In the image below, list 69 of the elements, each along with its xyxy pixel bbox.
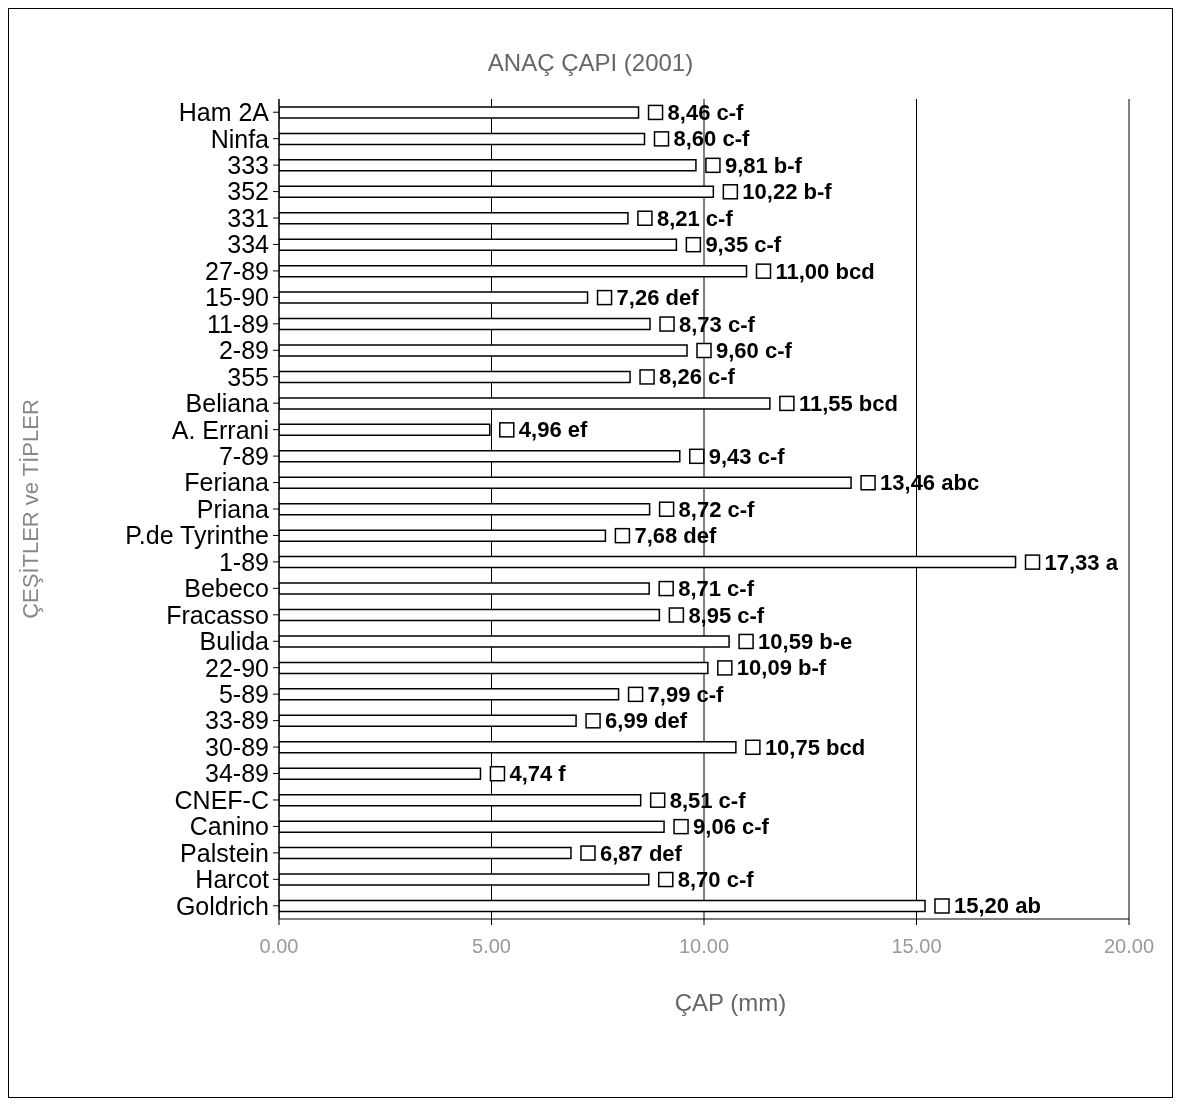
data-label: 8,72 c-f [678,496,756,522]
data-label: 9,60 c-f [716,338,793,363]
data-label: 8,73 c-f [679,311,756,337]
y-tick-label: 34-89 [205,759,269,788]
data-label: 8,46 c-f [667,99,745,125]
y-tick-label: CNEF-C [174,785,269,814]
y-tick-label: Canino [189,812,269,841]
y-tick-label: Harcot [195,865,270,894]
y-tick-label: Ninfa [210,124,270,153]
data-label: 7,99 c-f [647,681,725,707]
y-tick-label: Bulida [199,627,270,656]
data-label: 10,59 b-e [758,628,853,654]
data-label: 17,33 a [1044,549,1119,575]
y-tick-label: A. Errani [171,415,269,444]
x-tick-label: 5.00 [472,935,511,958]
y-tick-label: 30-89 [205,732,269,761]
y-tick-label: Priana [196,494,270,523]
data-label: 10,09 b-f [736,655,827,681]
data-label: 7,68 def [634,523,717,549]
y-tick-label: 331 [227,203,269,232]
y-tick-label: 22-90 [205,653,269,682]
data-label: 10,75 bcd [764,734,866,760]
x-tick-label: 15.00 [891,935,942,958]
y-tick-label: 27-89 [205,256,269,285]
data-label: 8,51 c-f [669,787,747,813]
data-label: 8,60 c-f [673,126,750,152]
data-label: 11,55 bcd [798,390,898,416]
y-tick-label: Fracasso [166,600,269,629]
data-label: 6,87 def [599,840,683,866]
y-tick-label: 1-89 [218,547,269,576]
data-label: 9,35 c-f [705,232,782,258]
y-tick-label: Beliana [185,389,270,418]
y-tick-label: Feriana [184,468,270,497]
data-label: 8,95 c-f [688,602,765,628]
y-tick-label: 15-90 [205,283,269,312]
y-tick-label: Palstein [180,838,269,867]
y-axis-title: ÇEŞİTLER ve TİPLER [18,399,44,619]
data-label: 9,81 b-f [724,152,803,178]
x-tick-label: 10.00 [678,935,730,958]
y-tick-label: 355 [227,362,269,391]
data-label: 7,26 def [616,285,700,311]
data-label: 9,43 c-f [708,443,786,469]
y-tick-label: 333 [227,151,269,179]
y-tick-label: 334 [227,230,270,259]
data-label: 10,22 b-f [742,179,833,205]
y-tick-label: Bebeco [184,574,269,603]
data-label: 4,96 ef [518,417,588,443]
y-tick-label: 352 [227,177,269,206]
data-label: 15,20 ab [954,893,1041,919]
y-tick-label: 11-89 [206,309,269,338]
data-label: 8,26 c-f [659,364,736,390]
chart-title: ANAÇ ÇAPI (2001) [486,48,695,78]
y-tick-label: 7-89 [218,441,269,470]
y-tick-label: Ham 2A [178,98,270,127]
x-tick-label: 20.00 [1103,935,1155,958]
data-label: 8,71 c-f [678,576,755,602]
data-label: 6,99 def [605,708,688,734]
y-tick-label: 33-89 [205,706,269,735]
y-tick-label: 2-89 [218,336,269,365]
x-axis-title: ÇAP (mm) [673,989,788,1017]
y-tick-label: P.de Tyrinthe [125,521,269,550]
data-label: 8,21 c-f [656,205,734,231]
data-label: 11,00 bcd [775,258,875,284]
y-tick-label: 5-89 [218,680,269,709]
data-label: 4,74 f [509,761,567,787]
data-label: 9,06 c-f [693,814,770,840]
y-tick-label: Goldrich [175,891,269,920]
x-tick-label: 0.00 [259,935,299,958]
data-label: 8,70 c-f [677,867,755,893]
